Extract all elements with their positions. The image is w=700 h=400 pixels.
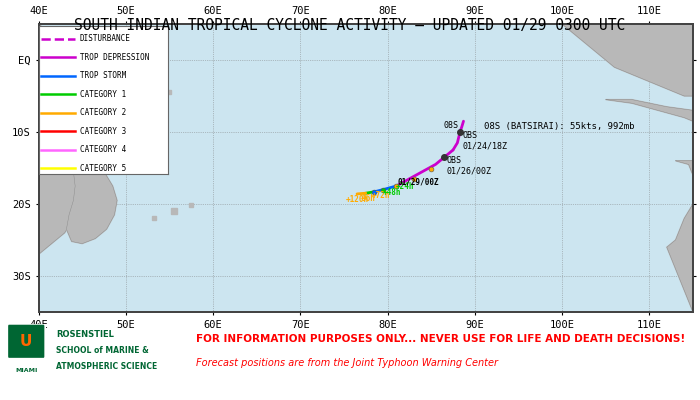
Text: OBS
01/24/18Z: OBS 01/24/18Z <box>463 131 508 151</box>
Text: FOR INFORMATION PURPOSES ONLY... NEVER USE FOR LIFE AND DEATH DECISIONS!: FOR INFORMATION PURPOSES ONLY... NEVER U… <box>196 334 685 344</box>
Text: ROSENSTIEL: ROSENSTIEL <box>56 330 114 339</box>
Text: +24h: +24h <box>395 182 414 191</box>
Text: CATEGORY 5: CATEGORY 5 <box>80 164 126 173</box>
Polygon shape <box>606 100 693 121</box>
Polygon shape <box>519 24 693 96</box>
FancyBboxPatch shape <box>8 325 44 358</box>
Polygon shape <box>38 24 130 312</box>
Polygon shape <box>667 161 693 312</box>
Text: +120h: +120h <box>346 195 369 204</box>
Polygon shape <box>66 145 117 244</box>
Text: +72h: +72h <box>371 191 390 200</box>
Text: CATEGORY 3: CATEGORY 3 <box>80 127 126 136</box>
Text: SOUTH INDIAN TROPICAL CYCLONE ACTIVITY – UPDATED 01/29 0300 UTC: SOUTH INDIAN TROPICAL CYCLONE ACTIVITY –… <box>74 18 626 33</box>
Text: 01/29/00Z: 01/29/00Z <box>398 177 439 186</box>
Text: +48h: +48h <box>383 188 401 197</box>
Text: MIAMI: MIAMI <box>15 368 37 373</box>
Text: CATEGORY 4: CATEGORY 4 <box>80 146 126 154</box>
Text: DISTURBANCE: DISTURBANCE <box>80 34 131 44</box>
Text: OBS
01/26/00Z: OBS 01/26/00Z <box>447 156 492 176</box>
Text: TROP DEPRESSION: TROP DEPRESSION <box>80 53 149 62</box>
Text: TROP STORM: TROP STORM <box>80 72 126 80</box>
Text: 08S: 08S <box>443 121 459 130</box>
Text: CATEGORY 1: CATEGORY 1 <box>80 90 126 99</box>
Text: 96h: 96h <box>361 194 375 202</box>
Text: Forecast positions are from the Joint Typhoon Warning Center: Forecast positions are from the Joint Ty… <box>196 358 498 368</box>
Text: U: U <box>20 334 32 349</box>
Text: 08S (BATSIRAI): 55kts, 992mb: 08S (BATSIRAI): 55kts, 992mb <box>484 122 634 132</box>
Text: SCHOOL of MARINE &: SCHOOL of MARINE & <box>56 346 148 355</box>
Text: CATEGORY 2: CATEGORY 2 <box>80 108 126 118</box>
Text: ATMOSPHERIC SCIENCE: ATMOSPHERIC SCIENCE <box>56 362 158 371</box>
